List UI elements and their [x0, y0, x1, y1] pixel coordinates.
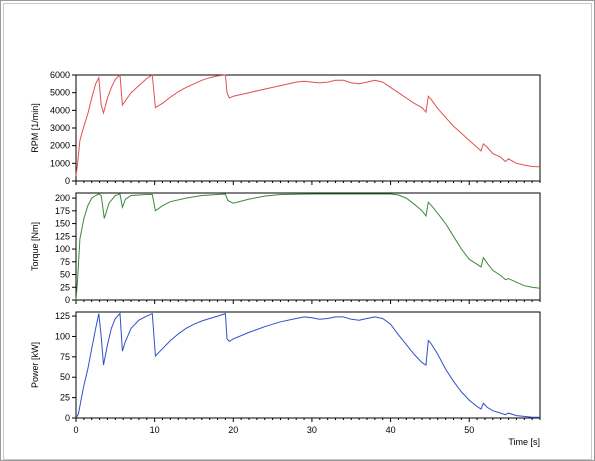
- chart-panel: 0 25 50 75 100 125 150 175 200 Torque [Nm]: [30, 192, 541, 305]
- y-tick-label: 1000: [50, 158, 70, 168]
- series-line: [75, 312, 540, 419]
- y-tick-label: 0: [65, 176, 70, 186]
- y-tick-label: 6000: [50, 70, 70, 80]
- plot-area: [75, 311, 541, 419]
- series-line: [75, 73, 541, 176]
- x-tick-label: 10: [150, 425, 160, 435]
- y-tick-label: 100: [55, 331, 70, 341]
- x-axis: 0 10 20 30 40 50: [73, 425, 474, 435]
- x-tick-label: 0: [73, 425, 78, 435]
- x-tick-label: 50: [464, 425, 474, 435]
- y-tick-label: 175: [55, 206, 70, 216]
- y-tick-label: 2000: [50, 141, 70, 151]
- series-line: [75, 193, 541, 301]
- y-tick-label: 5000: [50, 88, 70, 98]
- plot-area: [75, 192, 541, 301]
- x-tick-label: 40: [386, 425, 396, 435]
- x-tick-label: 30: [307, 425, 317, 435]
- y-tick-label: 0: [65, 295, 70, 305]
- chart-frame: [3, 3, 592, 460]
- y-tick-label: 25: [60, 393, 70, 403]
- y-axis-label: Power [kW]: [30, 342, 40, 388]
- y-tick-label: 75: [60, 257, 70, 267]
- x-tick-label: 20: [228, 425, 238, 435]
- chart-panel: 0 1000 2000 3000 4000 5000 6000 RPM [1/min]: [30, 70, 541, 186]
- y-tick-label: 3000: [50, 123, 70, 133]
- y-tick-label: 125: [55, 231, 70, 241]
- y-tick-label: 50: [60, 270, 70, 280]
- plot-area: [75, 74, 541, 182]
- y-tick-label: 125: [55, 311, 70, 321]
- y-tick-label: 0: [65, 413, 70, 423]
- y-tick-label: 50: [60, 372, 70, 382]
- y-tick-label: 75: [60, 352, 70, 362]
- x-axis-label: Time [s]: [508, 437, 540, 447]
- chart-panel: 0 25 50 75 100 125 Power [kW]: [30, 311, 541, 423]
- y-tick-label: 150: [55, 219, 70, 229]
- y-tick-label: 100: [55, 244, 70, 254]
- y-tick-label: 4000: [50, 105, 70, 115]
- y-tick-label: 25: [60, 282, 70, 292]
- y-tick-label: 200: [55, 193, 70, 203]
- y-axis-label: Torque [Nm]: [30, 222, 40, 271]
- y-axis-label: RPM [1/min]: [30, 103, 40, 153]
